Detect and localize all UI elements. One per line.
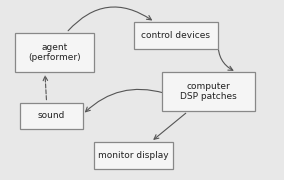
FancyBboxPatch shape	[133, 22, 218, 49]
FancyBboxPatch shape	[94, 142, 173, 169]
Text: sound: sound	[38, 111, 65, 120]
FancyBboxPatch shape	[15, 33, 94, 72]
Text: agent
(performer): agent (performer)	[28, 43, 81, 62]
FancyBboxPatch shape	[20, 102, 83, 129]
Text: control devices: control devices	[141, 31, 210, 40]
FancyBboxPatch shape	[162, 72, 255, 111]
Text: monitor display: monitor display	[98, 151, 169, 160]
Text: computer
DSP patches: computer DSP patches	[180, 82, 237, 102]
